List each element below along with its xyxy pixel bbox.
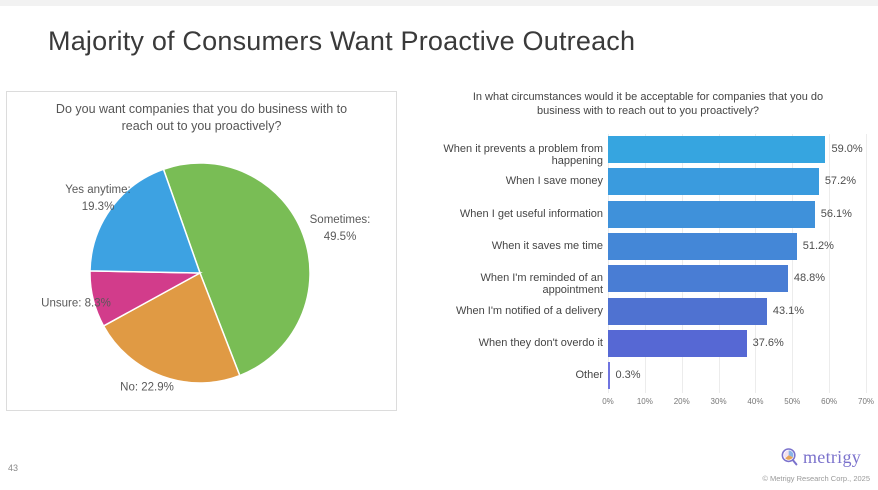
gridline-20%: [681, 134, 683, 393]
bar-value-3: 51.2%: [802, 239, 834, 252]
brand-logo: metrigy: [780, 447, 861, 468]
bar-value-2: 56.1%: [820, 207, 852, 220]
x-tick-50%: 50%: [784, 397, 801, 406]
pie-label-yes-anytime: Yes anytime: 19.3%: [65, 183, 131, 213]
bar-value-6: 37.6%: [752, 336, 784, 349]
bar-value-4: 48.8%: [793, 272, 826, 285]
pie-label-no: No: 22.9%: [120, 381, 174, 394]
x-tick-20%: 20%: [673, 397, 690, 406]
pie-label-sometimes: Sometimes: 49.5%: [309, 213, 371, 243]
bar-6: [608, 329, 747, 357]
bar-2: [608, 200, 815, 228]
slide-title: Majority of Consumers Want Proactive Out…: [48, 26, 636, 56]
bar-3: [608, 232, 797, 260]
bar-1: [608, 168, 819, 196]
bar-7: [608, 362, 610, 390]
gridline-60%: [829, 134, 831, 393]
slide-top-edge: [0, 0, 878, 6]
bar-label-0: When it prevents a problem from happenin…: [443, 143, 603, 167]
bar-5: [608, 297, 767, 325]
bar-label-4: When I'm reminded of an appointment: [480, 272, 603, 297]
pie-chart-title: Do you want companies that you do busine…: [55, 102, 348, 133]
x-tick-60%: 60%: [821, 397, 838, 406]
bar-chart-panel: In what circumstances would it be accept…: [420, 90, 876, 420]
bar-label-5: When I'm notified of a delivery: [455, 304, 603, 317]
pie-chart-panel: Do you want companies that you do busine…: [6, 91, 397, 411]
x-tick-0%: 0%: [602, 397, 614, 406]
gridline-50%: [792, 134, 794, 393]
gridline-70%: [866, 134, 867, 393]
bar-0: [608, 136, 826, 163]
bar-label-6: When they don't overdo it: [478, 336, 603, 349]
bar-chart-title: In what circumstances would it be accept…: [472, 91, 824, 118]
magnifier-pie-icon: [781, 448, 798, 466]
pie-chart: [89, 162, 311, 384]
copyright-line: © Metrigy Research Corp., 2025: [762, 474, 870, 483]
gridline-10%: [644, 134, 646, 393]
x-tick-40%: 40%: [747, 397, 764, 406]
x-tick-30%: 30%: [710, 397, 727, 406]
pie-slice-yes-anytime: [89, 168, 202, 274]
bar-4: [608, 265, 788, 293]
bar-value-5: 43.1%: [772, 304, 805, 317]
gridline-40%: [755, 134, 757, 393]
pie-label-unsure: Unsure: 8.3%: [41, 297, 111, 310]
bar-label-3: When it saves me time: [491, 239, 603, 252]
page-number: 43: [8, 463, 19, 473]
bar-value-1: 57.2%: [824, 175, 857, 188]
pie-slice-no: [102, 271, 241, 384]
bar-label-1: When I save money: [505, 175, 603, 188]
pie-slice-sometimes: [162, 162, 311, 377]
bar-label-2: When I get useful information: [459, 207, 603, 220]
x-tick-70%: 70%: [857, 397, 875, 406]
brand-name: metrigy: [803, 447, 862, 467]
bar-value-7: 0.3%: [615, 369, 641, 382]
bar-label-7: Other: [575, 369, 603, 382]
gridline-30%: [718, 134, 720, 393]
gridline-0%: [608, 134, 609, 393]
bar-value-0: 59.0%: [831, 143, 863, 155]
x-tick-10%: 10%: [636, 397, 653, 406]
